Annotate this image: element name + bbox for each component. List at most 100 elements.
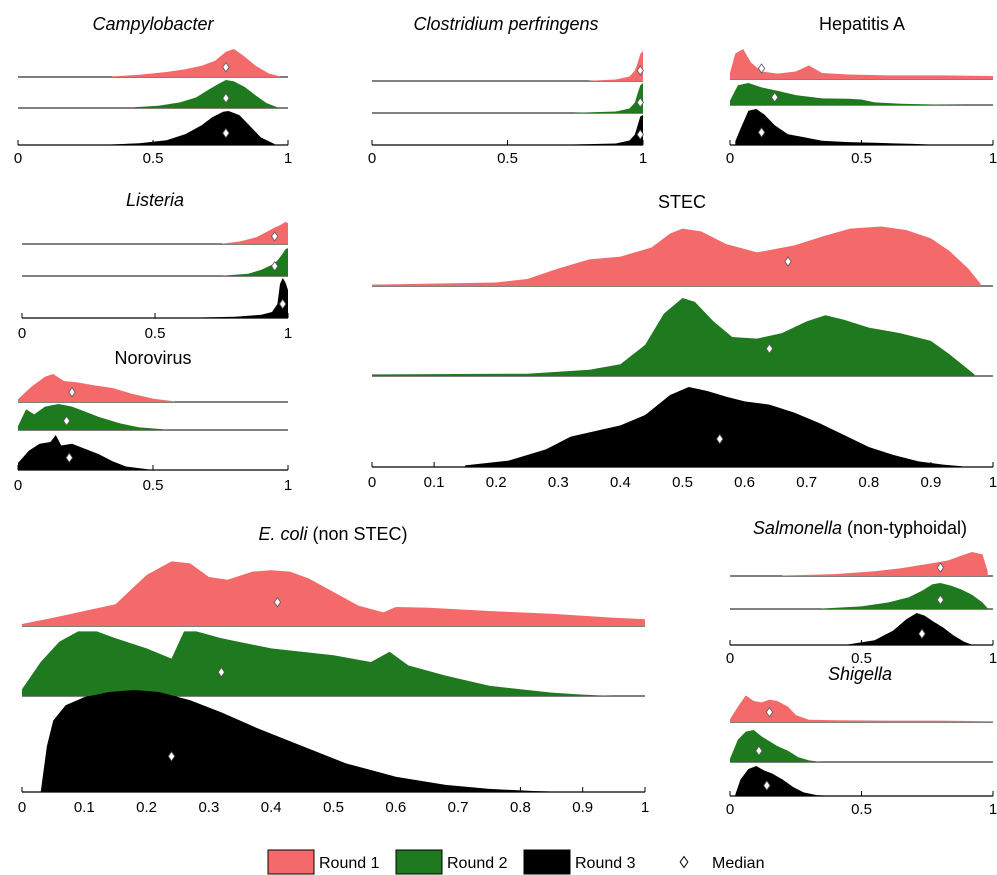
- panel-title-part: Shigella: [828, 664, 892, 684]
- density-round-1: [588, 51, 643, 81]
- density-round-2: [730, 83, 967, 105]
- x-tick-label: 0.5: [497, 150, 518, 167]
- x-tick-label: 0.5: [145, 325, 166, 342]
- median-marker: [918, 628, 926, 639]
- panel-8: Shigella 0 0.5 1: [726, 664, 997, 818]
- x-tick-label: 0: [726, 801, 734, 818]
- x-tick-label: 0.5: [851, 150, 872, 167]
- x-tick-label: 0.4: [261, 799, 282, 816]
- x-tick-label: 0: [368, 150, 376, 167]
- x-tick-label: 0.5: [143, 477, 164, 494]
- panel-title: E. coli (non STEC): [258, 524, 407, 544]
- median-marker: [936, 562, 945, 573]
- density-round-3: [561, 115, 643, 145]
- panel-title: Campylobacter: [92, 14, 214, 34]
- median-marker: [222, 93, 230, 104]
- legend-swatch: [395, 849, 443, 875]
- x-tick-label: 0.9: [572, 799, 593, 816]
- x-tick-label: 0.7: [448, 799, 469, 816]
- x-tick-label: 0.5: [672, 474, 693, 491]
- x-tick-label: 0.8: [858, 474, 879, 491]
- x-tick-label: 0.2: [136, 799, 157, 816]
- panel-title-part: (non STEC): [308, 524, 408, 544]
- density-round-3: [465, 387, 962, 467]
- density-round-3: [104, 111, 275, 145]
- x-tick-label: 0.8: [510, 799, 531, 816]
- legend-swatch: [267, 849, 315, 875]
- x-tick-label: 0: [14, 477, 22, 494]
- legend-swatch: [523, 849, 571, 875]
- panel-6: E. coli (non STEC) 0 0.1 0.2 0.3 0.4 0.5 0.6 0.7…: [18, 524, 649, 816]
- density-round-2: [18, 404, 167, 430]
- x-tick-label: 0: [726, 150, 734, 167]
- density-round-2: [575, 83, 643, 113]
- panel-title: Listeria: [126, 190, 184, 210]
- x-tick-label: 1: [641, 799, 649, 816]
- legend-label: Round 1: [319, 855, 380, 872]
- x-tick-label: 0.5: [143, 150, 164, 167]
- median-marker: [65, 452, 73, 463]
- median-marker: [765, 707, 774, 718]
- panel-title-part: Listeria: [126, 190, 184, 210]
- panel-title: Norovirus: [114, 348, 191, 368]
- panel-4: Norovirus 0 0.5 1: [14, 348, 292, 494]
- x-tick-label: 0: [14, 150, 22, 167]
- x-tick-label: 1: [284, 150, 292, 167]
- panel-title: Salmonella (non-typhoidal): [753, 518, 967, 538]
- x-tick-label: 1: [989, 650, 997, 667]
- median-marker: [222, 62, 230, 73]
- x-tick-label: 1: [284, 477, 292, 494]
- median-marker: [273, 597, 282, 608]
- median-marker: [636, 97, 644, 108]
- density-round-1: [730, 695, 993, 722]
- x-tick-label: 0.6: [385, 799, 406, 816]
- panel-title-part: Norovirus: [114, 348, 191, 368]
- median-marker: [755, 745, 763, 756]
- panel-title: Hepatitis A: [819, 14, 905, 34]
- median-marker: [167, 751, 176, 762]
- median-marker: [757, 63, 766, 74]
- panel-title: Shigella: [828, 664, 892, 684]
- panel-7: Salmonella (non-typhoidal) 0 0.5 1: [726, 518, 997, 667]
- x-tick-label: 0.3: [198, 799, 219, 816]
- x-tick-label: 0.1: [74, 799, 95, 816]
- median-marker: [765, 343, 774, 354]
- panel-3: Listeria 0 0.5 1: [18, 190, 292, 342]
- panel-title: STEC: [658, 192, 706, 212]
- x-tick-label: 1: [989, 150, 997, 167]
- panel-title-part: STEC: [658, 192, 706, 212]
- legend-label: Round 2: [447, 855, 508, 872]
- density-round-2: [221, 248, 288, 276]
- density-round-1: [18, 374, 175, 402]
- median-marker: [936, 594, 945, 606]
- density-round-3: [18, 435, 148, 470]
- legend-median-marker: [679, 855, 689, 869]
- x-tick-label: 0.7: [796, 474, 817, 491]
- panel-2: Hepatitis A 0 0.5 1: [726, 14, 997, 167]
- panel-title-part: E. coli: [258, 524, 308, 544]
- density-round-1: [730, 49, 993, 79]
- density-round-3: [848, 613, 972, 645]
- median-marker: [222, 127, 230, 139]
- x-tick-label: 0.3: [548, 474, 569, 491]
- density-round-1: [22, 561, 645, 626]
- density-round-1: [782, 552, 988, 576]
- x-tick-label: 0.5: [323, 799, 344, 816]
- x-tick-label: 1: [639, 150, 647, 167]
- x-tick-label: 0: [18, 325, 26, 342]
- panel-title-part: Campylobacter: [92, 14, 214, 34]
- x-tick-label: 1: [989, 474, 997, 491]
- x-tick-label: 0.1: [424, 474, 445, 491]
- median-marker: [217, 667, 225, 678]
- median-marker: [68, 387, 76, 398]
- density-round-3: [40, 690, 571, 792]
- density-round-1: [221, 222, 288, 244]
- x-tick-label: 0.9: [920, 474, 941, 491]
- median-marker: [784, 256, 792, 267]
- x-tick-label: 0.4: [610, 474, 631, 491]
- median-marker: [62, 415, 71, 427]
- legend-label: Round 3: [575, 855, 636, 872]
- density-round-2: [822, 583, 988, 609]
- density-round-1: [112, 49, 280, 77]
